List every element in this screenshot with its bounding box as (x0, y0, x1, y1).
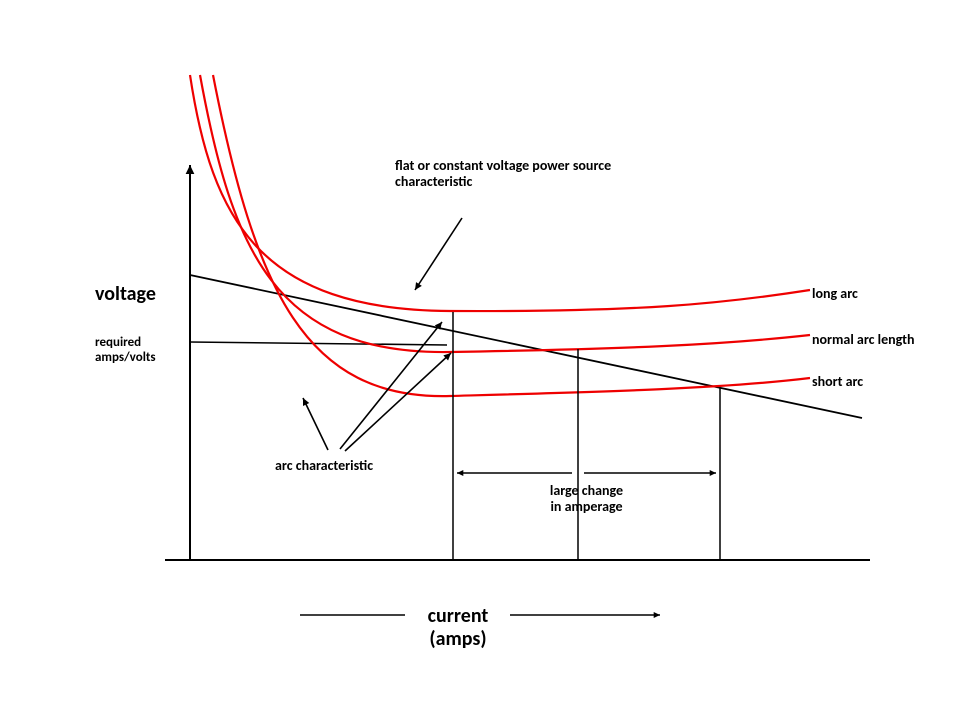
required-label-line: required (95, 335, 141, 350)
current-label-line: current (428, 604, 489, 628)
arc-pointer-3 (303, 398, 328, 450)
arrowhead (654, 612, 660, 618)
required-label-line: amps/volts (95, 350, 156, 365)
arrowhead (186, 165, 195, 174)
flat-pointer (415, 218, 462, 290)
arc-curve-short (213, 75, 810, 396)
arrowhead (457, 470, 463, 476)
required-label: requiredamps/volts (95, 335, 156, 365)
arrowhead (710, 470, 716, 476)
current-decor-right (510, 612, 660, 618)
arc-char-label-line: arc characteristic (275, 457, 373, 474)
arc-char-label: arc characteristic (275, 457, 373, 474)
current-label-line: (amps) (429, 627, 486, 651)
flat-source-label: flat or constant voltage power sourcecha… (395, 157, 611, 190)
flat-source-label-line: characteristic (395, 173, 472, 190)
normal-arc-label: normal arc length (812, 331, 915, 348)
long-arc-label-line: long arc (812, 285, 858, 302)
voltage-label-line: voltage (95, 282, 156, 306)
voltage-label: voltage (95, 282, 156, 306)
large-change-label: large changein amperage (550, 482, 623, 515)
arc-curve-long (190, 75, 810, 311)
arc-pointer-2 (345, 353, 451, 451)
amperage-arrow-right (584, 470, 716, 476)
short-arc-label-line: short arc (812, 373, 863, 390)
large-change-label-line: in amperage (550, 498, 622, 515)
amperage-arrow-left (457, 470, 572, 476)
flat-source-label-line: flat or constant voltage power source (395, 157, 611, 174)
required-line (190, 342, 447, 345)
large-change-label-line: large change (550, 482, 623, 499)
arrowhead (415, 282, 422, 290)
short-arc-label: short arc (812, 373, 863, 390)
current-label: current(amps) (428, 604, 489, 651)
axes (165, 165, 870, 560)
normal-arc-label-line: normal arc length (812, 331, 915, 348)
arc-pointer-1 (340, 322, 442, 449)
long-arc-label: long arc (812, 285, 858, 302)
